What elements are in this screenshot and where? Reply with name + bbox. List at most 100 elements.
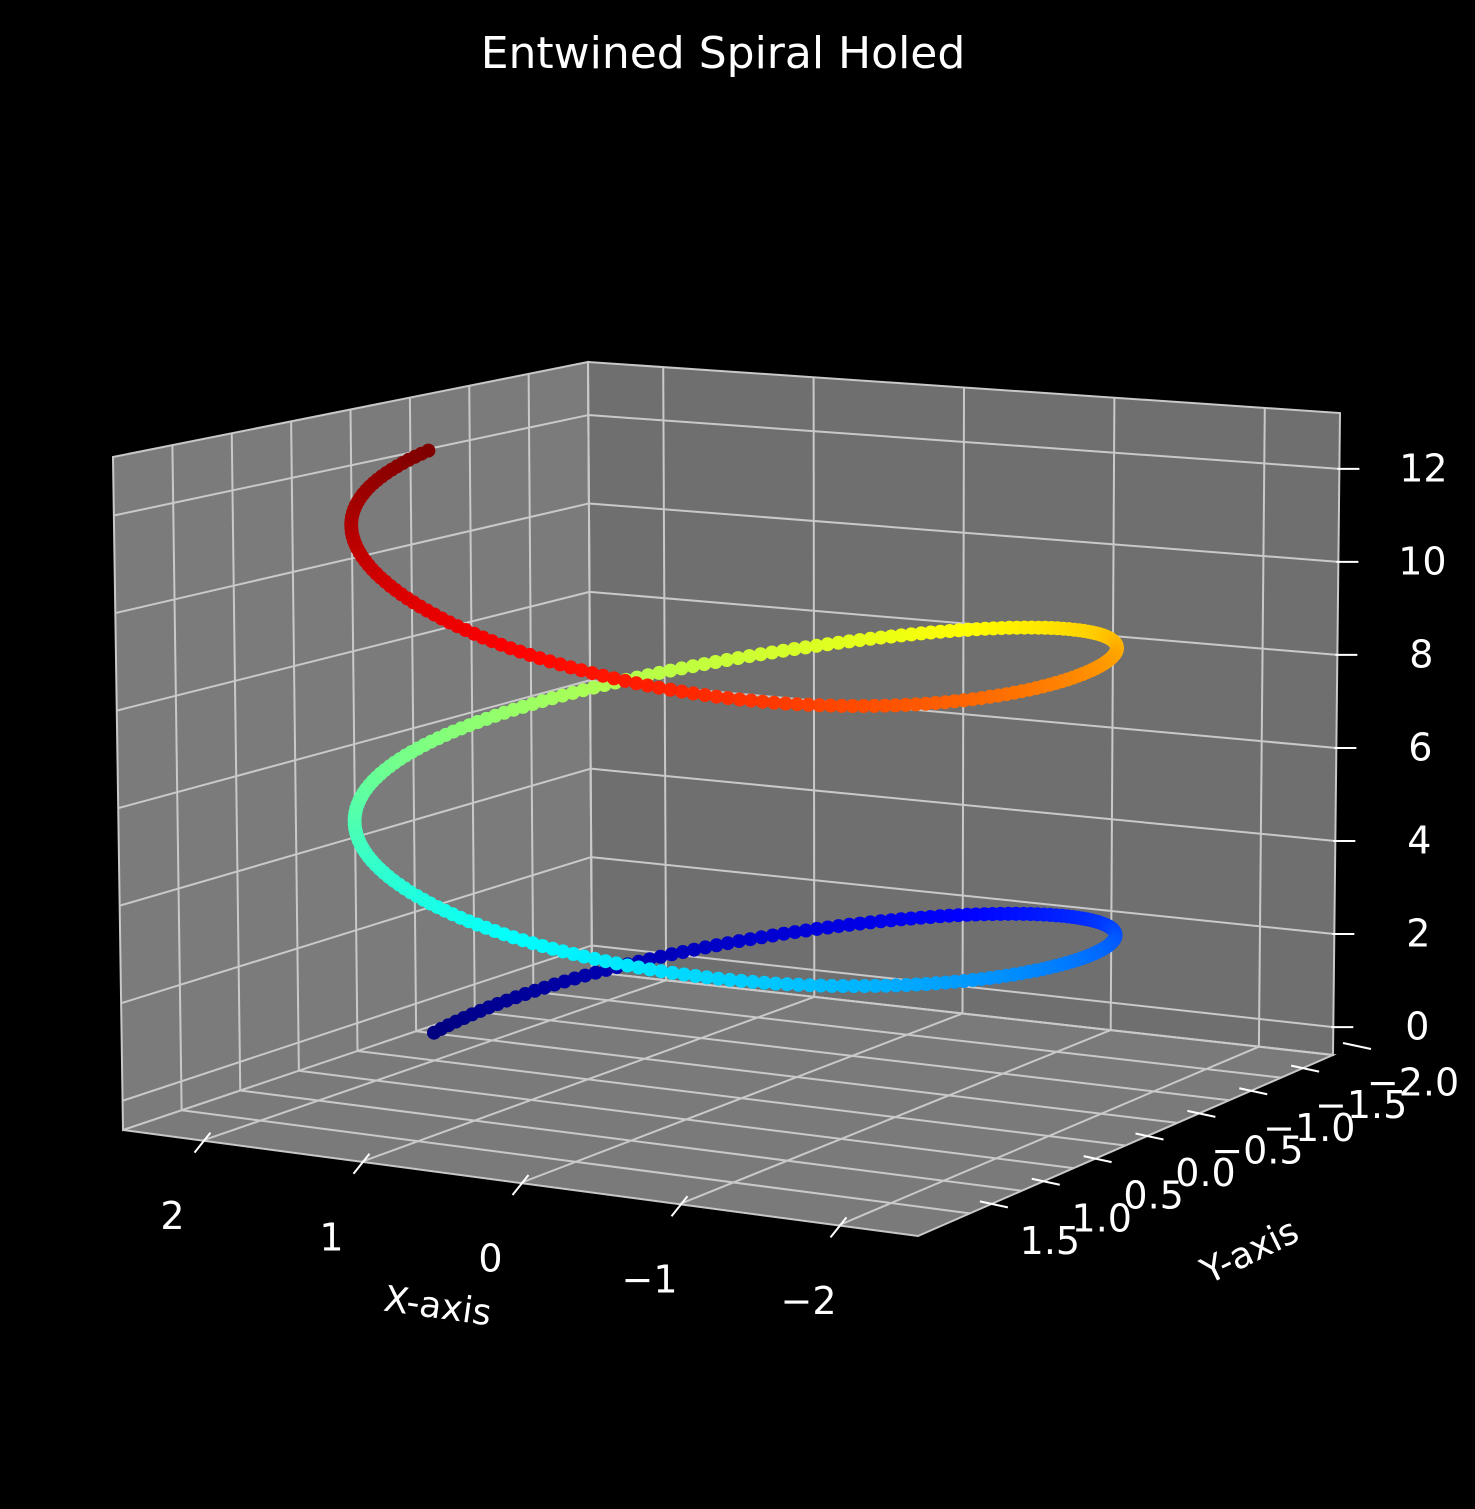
helix-point [802,978,817,993]
helix-point [812,698,827,713]
helix-point [651,680,666,695]
helix-point [588,965,603,980]
helix-point [631,960,646,975]
helix-point [831,635,846,650]
y-grid-floor [357,1050,1126,1147]
helix-point [831,919,846,934]
helix-point [813,978,828,993]
y-tick [1239,1087,1268,1096]
helix-point [697,657,712,672]
helix-point [734,973,749,988]
y-tick-label: 0.0 [1175,1151,1235,1195]
helix-point [798,640,813,655]
y-tick [1135,1132,1164,1141]
helix-point [823,698,838,713]
helix-point [834,698,849,713]
helix-point [585,666,600,681]
helix-point [884,629,899,644]
helix-point [824,978,839,993]
helix-point [753,647,768,662]
helix-point [719,653,734,667]
y-grid-floor [591,971,1334,1056]
y-grid-left [408,397,418,1032]
z-grid-left [120,856,592,1005]
x-axis-label: X-axis [381,1279,494,1335]
y-grid-left [527,373,535,992]
helix-point [798,923,813,938]
helix-point [642,952,657,967]
helix-point [663,663,678,678]
helix-point [868,978,883,993]
z-grid-back [588,502,1339,563]
x-tick-label: −1 [621,1258,677,1302]
y-grid-floor [240,1089,1022,1192]
grid-lines [113,361,1340,1227]
z-tick-label: 0 [1405,1005,1429,1049]
helix-point [873,630,888,645]
y-tick-label: −0.5 [1211,1128,1303,1172]
helix-point [697,688,712,703]
z-tick-label: 8 [1409,632,1433,676]
helix-point [576,683,591,698]
y-grid-left [468,385,476,1012]
helix-point [596,668,610,683]
axis-ticks: 2 1 0 −1 −2−2.0−1.5−1.0−0.50.00.51.01.502468… [160,446,1459,1323]
helix-point [845,699,860,713]
y-grid-floor [416,1030,1178,1124]
y-grid-left [290,421,300,1071]
helix-point [675,945,690,959]
y-grid-floor [474,1010,1230,1102]
helix-point [686,686,701,701]
y-tick [1031,1177,1060,1186]
helix-point [598,954,613,969]
helix-point [765,928,780,943]
x-tick [352,1153,371,1175]
y-tick-label: −1.0 [1263,1106,1355,1150]
helix-point [586,680,601,695]
helix-point [856,699,871,713]
helix-point [742,649,757,664]
x-tick-label: 0 [478,1237,502,1281]
helix-point [578,968,593,983]
y-axis-label: Y-axis [1194,1211,1305,1293]
helix-point [863,915,878,930]
helix-point [820,920,835,935]
helix-point [852,633,867,648]
helix-point [767,695,782,710]
y-tick [1083,1155,1112,1164]
helix-point [566,947,581,961]
helix-point [809,921,824,936]
z-grid-back [591,856,1335,936]
z-tick-label: 6 [1408,725,1432,769]
x-tick [829,1216,848,1239]
z-grid-back [588,414,1340,470]
helix-point [574,663,589,678]
helix-point [842,917,857,932]
helix-point [587,951,602,966]
y-tick-label: 0.5 [1123,1174,1183,1218]
helix-point [768,976,783,991]
helix-point [709,938,724,953]
y-tick-label: 1.0 [1072,1196,1132,1240]
helix-point [787,642,802,656]
x-grid-back [812,377,816,997]
z-tick-label: 4 [1407,819,1431,863]
helix-point [790,697,804,712]
x-grid-back [1257,407,1266,1047]
helix-point [618,673,633,688]
helix-point [791,977,806,992]
helix-point [857,979,872,994]
helix-point [699,970,714,985]
helix-point [776,643,791,658]
x-tick [511,1174,530,1196]
helix-point [898,697,913,712]
y-tick-label: −1.5 [1315,1083,1407,1127]
helix-point [687,942,702,957]
x-tick-label: −2 [780,1279,836,1323]
helix-point [909,977,924,992]
helix-point [652,665,667,680]
y-tick-label: −2.0 [1367,1061,1459,1105]
helix-point [755,694,770,709]
helix-point [918,696,933,711]
